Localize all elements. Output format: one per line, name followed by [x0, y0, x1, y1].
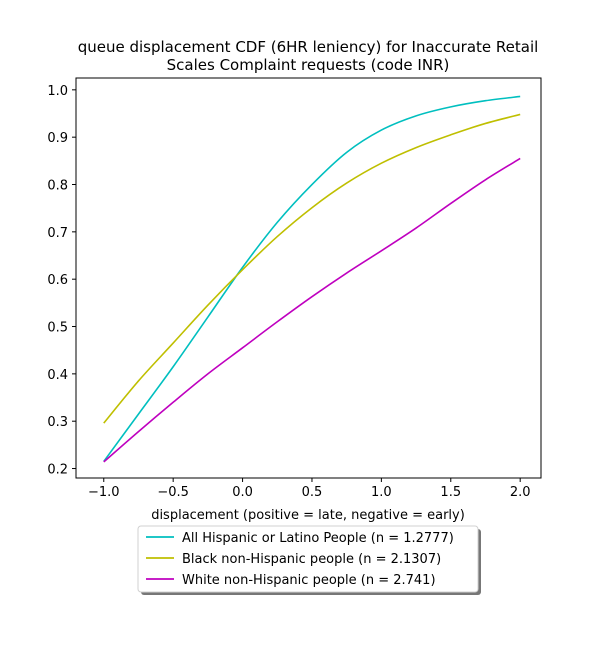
x-tick-label: 1.5 [440, 485, 461, 500]
legend-box [137, 525, 479, 593]
y-tick-label: 0.6 [47, 273, 68, 288]
x-tick-label: 0.5 [302, 485, 323, 500]
y-tick-label: 0.9 [47, 131, 68, 146]
legend-label-0: All Hispanic or Latino People (n = 1.277… [182, 531, 454, 546]
legend-label-2: White non-Hispanic people (n = 2.741) [182, 573, 436, 588]
series-lines [103, 95, 521, 463]
x-axis-label: displacement (positive = late, negative … [151, 508, 465, 523]
x-tick-label: −1.0 [88, 485, 120, 500]
x-tick-label: 1.0 [371, 485, 392, 500]
series-line-1 [103, 113, 521, 424]
x-tick-label: 2.0 [510, 485, 531, 500]
legend: All Hispanic or Latino People (n = 1.277… [137, 525, 481, 595]
chart-title-line1: queue displacement CDF (6HR leniency) fo… [78, 38, 539, 56]
y-tick-label: 0.5 [47, 321, 68, 336]
y-tick-label: 0.4 [47, 368, 68, 383]
y-tick-label: 0.3 [47, 415, 68, 430]
y-tick-label: 0.8 [47, 179, 68, 194]
chart-title-line2: Scales Complaint requests (code INR) [167, 56, 450, 74]
legend-label-1: Black non-Hispanic people (n = 2.1307) [182, 552, 441, 567]
axis-ticks: −1.0 −0.5 0.0 0.5 1.0 1.5 2.0 0.2 0.3 0.4 0.5 0.6 0.… [47, 84, 530, 500]
series-line-2 [103, 157, 521, 463]
y-tick-label: 1.0 [47, 84, 68, 99]
x-tick-label: −0.5 [157, 485, 189, 500]
y-tick-label: 0.7 [47, 226, 68, 241]
series-line-0 [103, 95, 521, 462]
x-tick-label: 0.0 [232, 485, 253, 500]
plot-frame [75, 77, 542, 479]
y-tick-label: 0.2 [47, 463, 68, 478]
